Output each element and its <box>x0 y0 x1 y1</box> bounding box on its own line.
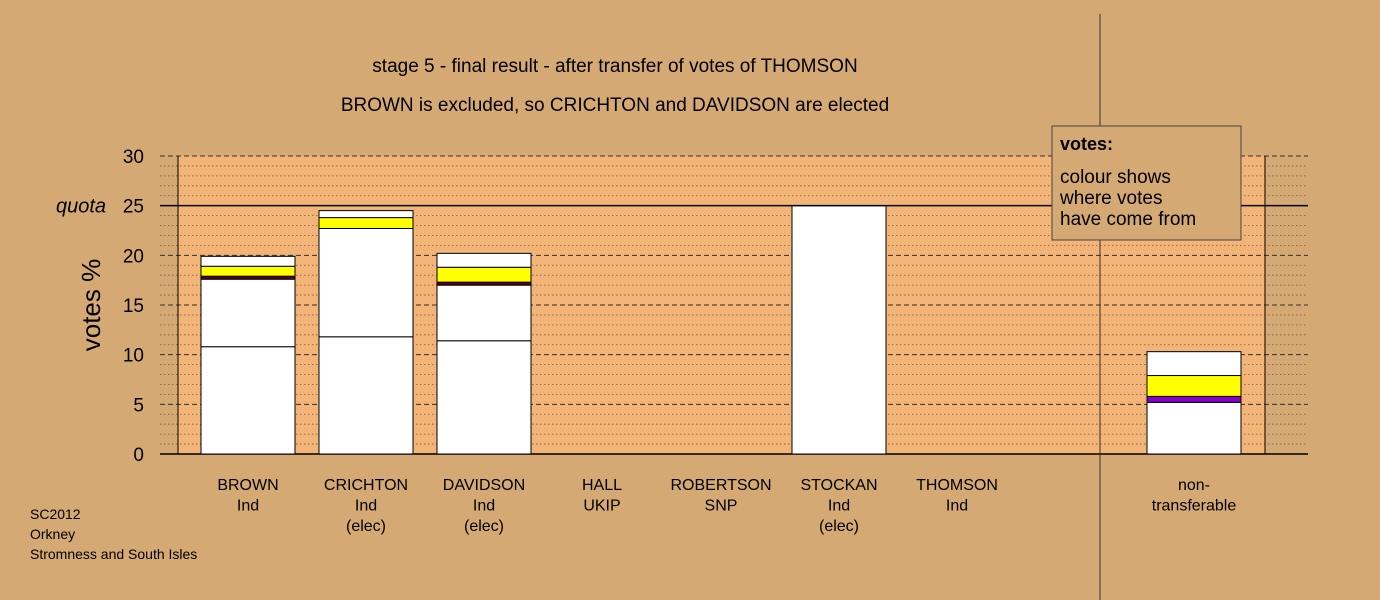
y-tick-label: 25 <box>123 197 144 218</box>
footer-line-2: Orkney <box>30 526 75 542</box>
x-axis-label: UKIP <box>583 498 620 515</box>
bar-segment <box>318 217 414 230</box>
bar-segment <box>436 266 532 283</box>
legend-box: votes: colour shows where votes have com… <box>1051 125 1242 241</box>
x-axis-label: Ind <box>828 498 850 515</box>
x-axis-label: STOCKAN <box>800 477 877 494</box>
x-axis-label: (elec) <box>464 518 504 535</box>
bar-segment <box>1146 395 1242 403</box>
x-axis-label: (elec) <box>819 518 859 535</box>
y-tick-label: 30 <box>123 147 144 168</box>
bar-segment <box>1146 351 1242 377</box>
x-axis-label: DAVIDSON <box>443 477 525 494</box>
bar-segment <box>436 340 532 455</box>
x-axis-label: HALL <box>582 477 622 494</box>
x-axis-label: THOMSON <box>916 477 998 494</box>
bar-segment <box>791 205 887 455</box>
bar-segment <box>318 336 414 455</box>
y-axis-label: votes % <box>76 259 106 352</box>
legend-title: votes: <box>1060 134 1113 154</box>
x-axis-label: Ind <box>946 498 968 515</box>
quota-label: quota <box>56 196 106 218</box>
x-axis-label: SNP <box>705 498 738 515</box>
legend-line-3: have come from <box>1060 209 1196 230</box>
x-axis-label: CRICHTON <box>324 477 408 494</box>
chart-subtitle: BROWN is excluded, so CRICHTON and DAVID… <box>341 95 889 116</box>
bar-segment <box>200 346 296 455</box>
bars <box>200 205 1242 455</box>
bar-segment <box>1146 401 1242 455</box>
bar-segment <box>318 228 414 338</box>
x-axis-labels: BROWN Ind CRICHTON Ind (elec) DAVIDSON Ind (ele… <box>217 477 1236 535</box>
footer-line-1: SC2012 <box>30 506 81 522</box>
y-tick-label: 20 <box>123 246 144 267</box>
bar-segment <box>200 255 296 267</box>
y-axis-ticks: 0 5 10 15 20 25 30 <box>123 147 144 466</box>
bar-segment <box>436 252 532 268</box>
chart-title: stage 5 - final result - after transfer … <box>372 56 857 77</box>
y-tick-label: 0 <box>133 445 144 466</box>
y-tick-label: 10 <box>123 346 144 367</box>
x-axis-label: (elec) <box>346 518 386 535</box>
legend-line-2: where votes <box>1059 188 1162 209</box>
footer-line-3: Stromness and South Isles <box>30 546 197 562</box>
bar-segment <box>200 278 296 348</box>
y-tick-label: 15 <box>123 296 144 317</box>
legend-line-1: colour shows <box>1060 167 1171 188</box>
x-axis-label: transferable <box>1152 498 1237 515</box>
bar-segment <box>436 284 532 342</box>
bar-segment <box>200 265 296 277</box>
x-axis-label: non- <box>1178 477 1210 494</box>
x-axis-label: Ind <box>355 498 377 515</box>
y-tick-label: 5 <box>133 395 144 416</box>
x-axis-label: ROBERTSON <box>670 477 771 494</box>
legend-background <box>1051 125 1242 241</box>
x-axis-label: Ind <box>237 498 259 515</box>
x-axis-label: BROWN <box>217 477 278 494</box>
bar-segment <box>1146 375 1242 397</box>
x-axis-label: Ind <box>473 498 495 515</box>
bar-segment <box>318 210 414 219</box>
